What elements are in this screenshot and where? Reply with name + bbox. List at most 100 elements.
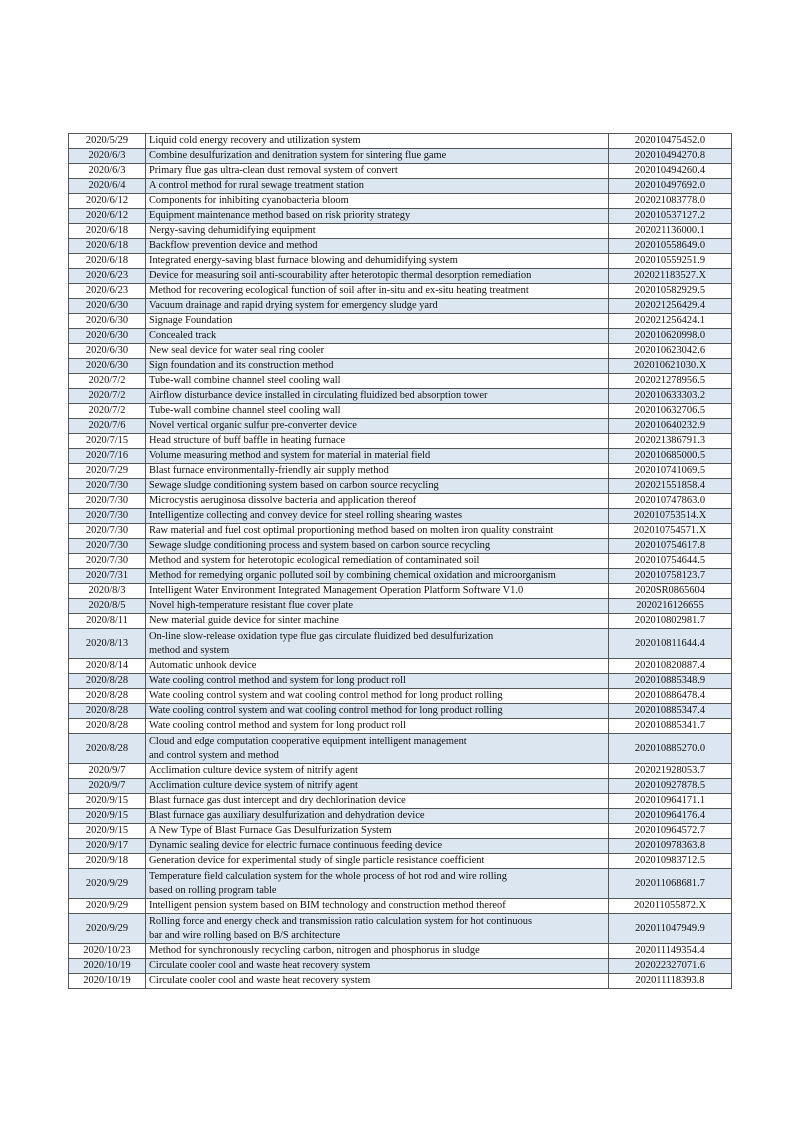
- date-cell: 2020/9/18: [69, 854, 146, 869]
- number-cell: 202010758123.7: [609, 569, 732, 584]
- title-cell: Integrated energy-saving blast furnace b…: [146, 254, 609, 269]
- table-row: 2020/6/30New seal device for water seal …: [69, 344, 732, 359]
- table-row: 2020/5/29Liquid cold energy recovery and…: [69, 134, 732, 149]
- date-cell: 2020/5/29: [69, 134, 146, 149]
- date-cell: 2020/7/31: [69, 569, 146, 584]
- table-row: 2020/6/3Combine desulfurization and deni…: [69, 149, 732, 164]
- number-cell: 202010885347.4: [609, 704, 732, 719]
- date-cell: 2020/8/11: [69, 614, 146, 629]
- date-cell: 2020/8/28: [69, 689, 146, 704]
- number-cell: 202010537127.2: [609, 209, 732, 224]
- number-cell: 202010621030.X: [609, 359, 732, 374]
- date-cell: 2020/8/28: [69, 674, 146, 689]
- date-cell: 2020/7/2: [69, 404, 146, 419]
- date-cell: 2020/9/29: [69, 899, 146, 914]
- date-cell: 2020/6/12: [69, 209, 146, 224]
- date-cell: 2020/7/30: [69, 479, 146, 494]
- date-cell: 2020/8/28: [69, 704, 146, 719]
- title-cell: Sign foundation and its construction met…: [146, 359, 609, 374]
- title-cell: Backflow prevention device and method: [146, 239, 609, 254]
- table-row: 2020/6/30Sign foundation and its constru…: [69, 359, 732, 374]
- title-cell: Raw material and fuel cost optimal propo…: [146, 524, 609, 539]
- number-cell: 202010754571.X: [609, 524, 732, 539]
- table-row: 2020/8/28Cloud and edge computation coop…: [69, 734, 732, 764]
- table-row: 2020/6/30Signage Foundation202021256424.…: [69, 314, 732, 329]
- table-row: 2020/10/19Circulate cooler cool and wast…: [69, 974, 732, 989]
- date-cell: 2020/7/16: [69, 449, 146, 464]
- date-cell: 2020/9/7: [69, 764, 146, 779]
- title-cell: Microcystis aeruginosa dissolve bacteria…: [146, 494, 609, 509]
- title-cell: Circulate cooler cool and waste heat rec…: [146, 974, 609, 989]
- number-cell: 202010494270.8: [609, 149, 732, 164]
- number-cell: 202010964176.4: [609, 809, 732, 824]
- date-cell: 2020/6/23: [69, 284, 146, 299]
- table-row: 2020/6/18Nergy-saving dehumidifying equi…: [69, 224, 732, 239]
- title-cell: Sewage sludge conditioning process and s…: [146, 539, 609, 554]
- table-row: 2020/10/19Circulate cooler cool and wast…: [69, 959, 732, 974]
- date-cell: 2020/9/7: [69, 779, 146, 794]
- date-cell: 2020/7/2: [69, 389, 146, 404]
- title-cell: Wate cooling control system and wat cool…: [146, 689, 609, 704]
- date-cell: 2020/7/30: [69, 509, 146, 524]
- number-cell: 202010685000.5: [609, 449, 732, 464]
- number-cell: 202021256429.4: [609, 299, 732, 314]
- table-row: 2020/7/31Method for remedying organic po…: [69, 569, 732, 584]
- date-cell: 2020/6/18: [69, 239, 146, 254]
- title-cell: Generation device for experimental study…: [146, 854, 609, 869]
- table-row: 2020/8/28Wate cooling control method and…: [69, 674, 732, 689]
- number-cell: 202010741069.5: [609, 464, 732, 479]
- number-cell: 202021278956.5: [609, 374, 732, 389]
- table-row: 2020/7/30Microcystis aeruginosa dissolve…: [69, 494, 732, 509]
- title-cell: Signage Foundation: [146, 314, 609, 329]
- date-cell: 2020/6/23: [69, 269, 146, 284]
- date-cell: 2020/6/12: [69, 194, 146, 209]
- number-cell: 202010623042.6: [609, 344, 732, 359]
- number-cell: 202011047949.9: [609, 914, 732, 944]
- number-cell: 202010582929.5: [609, 284, 732, 299]
- table-row: 2020/6/18Integrated energy-saving blast …: [69, 254, 732, 269]
- table-row: 2020/8/5Novel high-temperature resistant…: [69, 599, 732, 614]
- date-cell: 2020/10/19: [69, 974, 146, 989]
- number-cell: 202010886478.4: [609, 689, 732, 704]
- title-cell: Automatic unhook device: [146, 659, 609, 674]
- table-row: 2020/7/30Intelligentize collecting and c…: [69, 509, 732, 524]
- number-cell: 202010885348.9: [609, 674, 732, 689]
- title-cell: Method and system for heterotopic ecolog…: [146, 554, 609, 569]
- number-cell: 202010820887.4: [609, 659, 732, 674]
- title-cell: Wate cooling control method and system f…: [146, 674, 609, 689]
- number-cell: 202021551858.4: [609, 479, 732, 494]
- title-cell: Tube-wall combine channel steel cooling …: [146, 374, 609, 389]
- date-cell: 2020/8/5: [69, 599, 146, 614]
- table-row: 2020/6/23Method for recovering ecologica…: [69, 284, 732, 299]
- table-row: 2020/7/2Tube-wall combine channel steel …: [69, 404, 732, 419]
- date-cell: 2020/8/14: [69, 659, 146, 674]
- title-cell: New material guide device for sinter mac…: [146, 614, 609, 629]
- number-cell: 202010475452.0: [609, 134, 732, 149]
- number-cell: 202021928053.7: [609, 764, 732, 779]
- number-cell: 202022327071.6: [609, 959, 732, 974]
- title-cell: Cloud and edge computation cooperative e…: [146, 734, 609, 764]
- date-cell: 2020/6/3: [69, 149, 146, 164]
- number-cell: 202010497692.0: [609, 179, 732, 194]
- number-cell: 202011068681.7: [609, 869, 732, 899]
- title-cell: Method for remedying organic polluted so…: [146, 569, 609, 584]
- table-row: 2020/9/15A New Type of Blast Furnace Gas…: [69, 824, 732, 839]
- table-row: 2020/7/6Novel vertical organic sulfur pr…: [69, 419, 732, 434]
- title-cell: Primary flue gas ultra-clean dust remova…: [146, 164, 609, 179]
- title-cell: Blast furnace gas auxiliary desulfurizat…: [146, 809, 609, 824]
- number-cell: 202010559251.9: [609, 254, 732, 269]
- number-cell: 202021083778.0: [609, 194, 732, 209]
- patent-table: 2020/5/29Liquid cold energy recovery and…: [68, 133, 732, 989]
- table-row: 2020/8/14Automatic unhook device20201082…: [69, 659, 732, 674]
- date-cell: 2020/8/3: [69, 584, 146, 599]
- number-cell: 202010964572.7: [609, 824, 732, 839]
- table-row: 2020/8/13On-line slow-release oxidation …: [69, 629, 732, 659]
- date-cell: 2020/9/15: [69, 824, 146, 839]
- title-cell: Novel high-temperature resistant flue co…: [146, 599, 609, 614]
- date-cell: 2020/7/30: [69, 539, 146, 554]
- title-cell: Intelligent pension system based on BIM …: [146, 899, 609, 914]
- table-row: 2020/6/23Device for measuring soil anti-…: [69, 269, 732, 284]
- title-cell: Intelligent Water Environment Integrated…: [146, 584, 609, 599]
- date-cell: 2020/7/6: [69, 419, 146, 434]
- table-row: 2020/9/29Rolling force and energy check …: [69, 914, 732, 944]
